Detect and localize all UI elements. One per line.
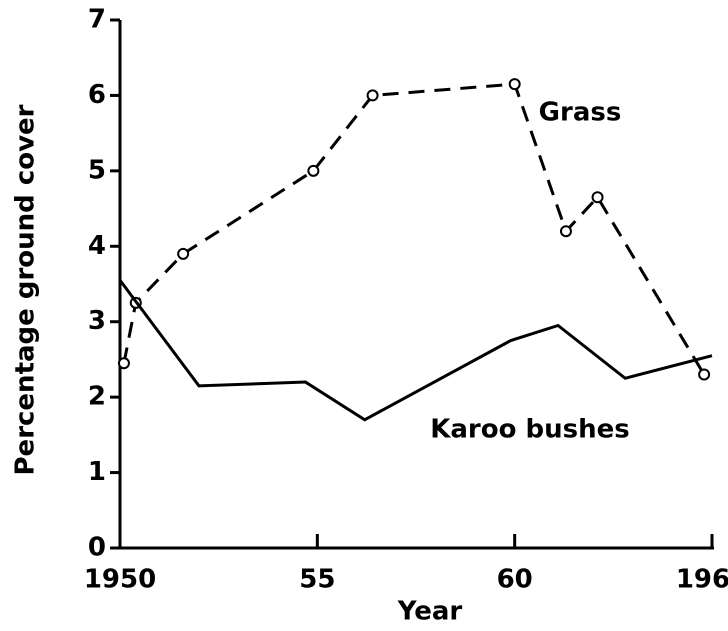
point	[559, 225, 572, 238]
line	[118, 279, 713, 422]
y-axis-label: Percentage ground cover	[11, 104, 41, 475]
x-tick-label: 1950	[84, 565, 156, 595]
x-tick-label: 1965	[676, 565, 728, 595]
y-tick-label: 3	[88, 306, 106, 336]
point	[366, 89, 379, 102]
point	[177, 247, 190, 260]
y-tick-label: 6	[88, 80, 106, 110]
x-axis-label: Year	[397, 597, 463, 627]
point	[117, 357, 130, 370]
x-tick-label: 60	[497, 565, 533, 595]
point	[698, 368, 711, 381]
y-tick-label: 0	[88, 533, 106, 563]
y-tick-label: 1	[88, 457, 106, 487]
x-tick-label: 55	[299, 565, 335, 595]
y-tick-label: 4	[88, 231, 106, 261]
series-label: Grass	[539, 98, 622, 128]
point	[591, 191, 604, 204]
y-tick-label: 2	[88, 382, 106, 412]
point	[508, 78, 521, 91]
series-label: Karoo bushes	[430, 415, 630, 445]
y-tick-label: 7	[88, 5, 106, 35]
point	[307, 164, 320, 177]
y-tick-label: 5	[88, 155, 106, 185]
line	[122, 82, 706, 376]
